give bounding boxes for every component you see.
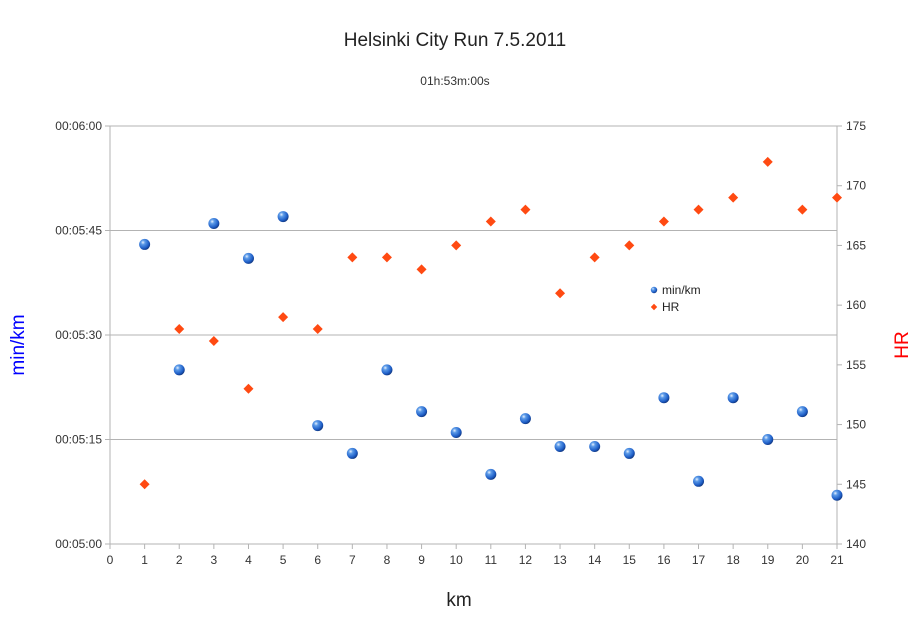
pace-point <box>346 447 358 459</box>
x-axis-tick-label: 8 <box>384 553 391 567</box>
x-axis-tick-label: 7 <box>349 553 356 567</box>
hr-point <box>693 204 704 215</box>
pace-point <box>762 434 774 445</box>
pace-point <box>623 447 635 459</box>
pace-point <box>658 392 670 404</box>
x-axis-tick-label: 3 <box>211 553 218 567</box>
right-axis-tick-label: 140 <box>846 537 866 551</box>
gridlines <box>110 125 837 545</box>
x-axis-tick-label: 16 <box>657 553 671 567</box>
legend-hr-marker <box>650 303 658 311</box>
pace-point <box>485 468 497 480</box>
hr-point <box>416 264 427 275</box>
pace-point <box>173 364 185 376</box>
x-axis-tick-label: 12 <box>519 553 533 567</box>
right-axis-tick-label: 170 <box>846 179 866 193</box>
hr-point <box>624 240 635 251</box>
left-axis-tick-label: 00:05:45 <box>55 224 102 238</box>
hr-point <box>520 204 531 215</box>
right-axis-tick-label: 165 <box>846 238 866 252</box>
x-axis-tick-label: 0 <box>107 553 114 567</box>
chart-subtitle: 01h:53m:00s <box>420 74 489 88</box>
hr-point <box>278 312 289 323</box>
hr-point <box>728 192 739 203</box>
pace-point <box>796 406 808 418</box>
x-axis-tick-label: 1 <box>141 553 148 567</box>
pace-point <box>450 427 462 439</box>
hr-point <box>832 192 842 203</box>
hr-point <box>451 240 462 251</box>
legend: min/km HR <box>650 283 701 314</box>
left-axis-tick-label: 00:05:30 <box>55 328 102 342</box>
x-axis-tick-label: 2 <box>176 553 183 567</box>
x-axis-tick-label: 10 <box>450 553 464 567</box>
pace-point <box>589 440 601 452</box>
pace-point <box>381 364 393 376</box>
x-axis-tick-label: 15 <box>623 553 637 567</box>
hr-point <box>797 204 808 215</box>
right-axis-tick-label: 145 <box>846 477 866 491</box>
axes: 00:05:00 00:05:15 00:05:30 00:05:45 00:06:00… <box>55 119 866 567</box>
pace-point <box>416 406 428 418</box>
left-axis-tick-label: 00:06:00 <box>55 119 102 133</box>
right-axis-tick-label: 150 <box>846 418 866 432</box>
pace-point <box>693 475 705 487</box>
hr-point <box>762 156 773 167</box>
x-axis-tick-label: 13 <box>553 553 567 567</box>
hr-point <box>589 252 600 263</box>
chart-title: Helsinki City Run 7.5.2011 <box>344 30 566 51</box>
hr-point <box>485 216 496 227</box>
hr-point <box>658 216 669 227</box>
pace-point <box>727 392 739 404</box>
pace-point <box>554 440 566 452</box>
pace-point <box>312 420 324 432</box>
legend-pace-label: min/km <box>662 283 701 297</box>
hr-point <box>208 335 219 346</box>
x-axis-title: km <box>446 590 471 611</box>
hr-point <box>555 288 566 299</box>
left-axis-tick-label: 00:05:00 <box>55 537 102 551</box>
hr-point <box>243 383 254 394</box>
hr-point <box>347 252 358 263</box>
pace-point <box>831 489 843 501</box>
pace-point <box>277 211 289 223</box>
x-axis-tick-label: 5 <box>280 553 287 567</box>
right-axis-tick-label: 155 <box>846 358 866 372</box>
x-axis-tick-label: 17 <box>692 553 706 567</box>
hr-point <box>312 324 323 335</box>
x-axis-tick-label: 18 <box>726 553 740 567</box>
right-axis-title: HR <box>892 331 913 358</box>
pace-point <box>139 238 151 250</box>
pace-point <box>208 218 220 230</box>
left-axis-tick-label: 00:05:15 <box>55 433 102 447</box>
hr-point <box>381 252 392 263</box>
legend-pace-marker <box>650 286 658 294</box>
legend-hr-label: HR <box>662 300 680 314</box>
x-axis-tick-label: 20 <box>796 553 810 567</box>
pace-point <box>242 252 254 264</box>
left-axis-title: min/km <box>8 314 29 375</box>
right-axis-tick-label: 175 <box>846 119 866 133</box>
x-axis-tick-label: 6 <box>314 553 321 567</box>
x-axis-tick-label: 9 <box>418 553 425 567</box>
right-axis-tick-label: 160 <box>846 298 866 312</box>
data-marks <box>139 156 843 501</box>
x-axis-tick-label: 21 <box>830 553 844 567</box>
x-axis-tick-label: 19 <box>761 553 775 567</box>
hr-point <box>139 479 150 490</box>
pace-point <box>519 413 531 425</box>
x-axis-tick-label: 11 <box>485 553 498 567</box>
x-axis-tick-label: 4 <box>245 553 252 567</box>
hr-point <box>174 324 185 335</box>
x-axis-tick-label: 14 <box>588 553 602 567</box>
